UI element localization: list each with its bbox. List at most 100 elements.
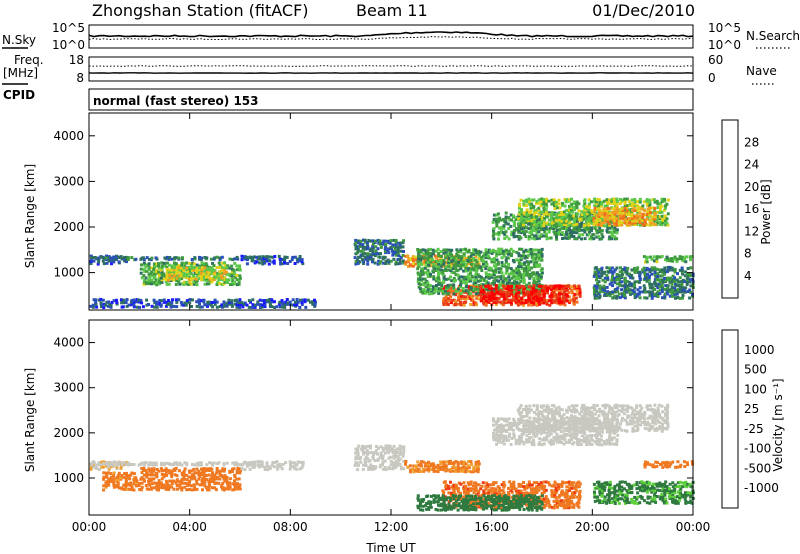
data-cell xyxy=(517,482,521,486)
data-cell xyxy=(477,483,481,487)
data-cell xyxy=(459,303,463,307)
data-cell xyxy=(598,237,602,241)
data-cell xyxy=(104,464,108,468)
data-cell xyxy=(565,285,569,288)
data-cell xyxy=(522,491,526,495)
data-cell xyxy=(542,290,546,294)
data-cell xyxy=(112,258,116,262)
data-cell xyxy=(489,249,493,253)
data-cell xyxy=(142,468,145,472)
data-cell xyxy=(593,290,596,294)
data-cell xyxy=(645,202,649,206)
data-cell xyxy=(522,223,525,227)
data-cell xyxy=(228,469,232,473)
data-cell xyxy=(653,206,657,210)
data-cell xyxy=(547,299,551,303)
data-cell xyxy=(236,268,239,272)
data-cell xyxy=(464,285,468,289)
data-cell xyxy=(443,289,447,293)
data-cell xyxy=(240,463,244,467)
data-cell xyxy=(284,300,288,304)
data-cell xyxy=(520,227,523,230)
data-cell xyxy=(512,480,516,484)
data-cell xyxy=(394,239,398,242)
data-cell xyxy=(515,271,519,275)
data-cell xyxy=(497,270,501,274)
data-cell xyxy=(668,280,672,284)
data-cell xyxy=(464,247,467,251)
data-cell xyxy=(232,268,236,272)
data-cell xyxy=(560,213,564,216)
data-cell xyxy=(638,270,642,274)
data-cell xyxy=(361,243,365,247)
data-cell xyxy=(620,223,624,227)
data-cell xyxy=(550,211,554,215)
data-cell xyxy=(527,212,531,216)
data-cell xyxy=(558,228,562,232)
data-cell xyxy=(444,464,448,468)
data-cell xyxy=(651,292,655,296)
data-cell xyxy=(220,255,224,259)
data-cell xyxy=(116,483,120,487)
data-cell xyxy=(679,288,683,292)
data-cell xyxy=(371,260,374,264)
data-cell xyxy=(560,499,564,503)
data-cell xyxy=(419,250,423,254)
data-cell xyxy=(646,210,649,214)
data-cell xyxy=(605,204,609,208)
data-cell xyxy=(152,305,156,309)
data-cell xyxy=(417,467,421,471)
data-cell xyxy=(143,279,146,283)
data-cell xyxy=(148,266,152,270)
data-cell xyxy=(534,248,538,252)
data-cell xyxy=(197,463,201,467)
data-cell xyxy=(376,247,380,251)
data-cell xyxy=(470,462,473,466)
data-cell xyxy=(374,245,378,249)
data-cell xyxy=(203,469,207,473)
data-cell xyxy=(391,447,395,451)
data-cell xyxy=(421,291,425,295)
data-cell xyxy=(638,217,642,220)
data-cell xyxy=(303,298,307,302)
data-cell xyxy=(522,211,526,215)
data-cell xyxy=(152,280,156,284)
data-cell xyxy=(507,237,511,241)
data-cell xyxy=(182,282,186,286)
data-cell xyxy=(519,258,523,262)
data-cell xyxy=(142,267,146,271)
data-cell xyxy=(215,283,219,286)
data-cell xyxy=(575,292,579,296)
data-cell xyxy=(597,270,601,274)
data-cell xyxy=(431,258,435,262)
data-cell xyxy=(524,503,528,507)
data-cell xyxy=(501,489,505,493)
data-cell xyxy=(361,444,365,448)
data-cell xyxy=(537,482,541,486)
data-cell xyxy=(396,247,400,251)
data-cell xyxy=(469,292,473,296)
data-cell xyxy=(186,276,189,280)
data-cell xyxy=(364,464,368,467)
data-cell xyxy=(563,289,567,293)
data-cell xyxy=(456,469,460,473)
data-cell xyxy=(461,465,465,469)
data-cell xyxy=(210,270,214,274)
data-cell xyxy=(522,254,526,258)
data-cell xyxy=(525,208,529,212)
data-cell xyxy=(193,471,197,475)
data-cell xyxy=(434,279,438,283)
data-cell xyxy=(567,284,571,288)
data-cell xyxy=(656,221,660,225)
data-cell xyxy=(495,291,499,294)
data-cell xyxy=(199,463,203,467)
data-cell xyxy=(200,483,204,487)
data-cell xyxy=(238,276,242,280)
data-cell xyxy=(587,232,591,236)
data-cell xyxy=(633,209,637,213)
data-cell xyxy=(106,461,110,465)
data-cell xyxy=(547,230,551,234)
data-cell xyxy=(527,227,531,231)
data-cell xyxy=(427,466,431,470)
data-cell xyxy=(560,286,564,290)
